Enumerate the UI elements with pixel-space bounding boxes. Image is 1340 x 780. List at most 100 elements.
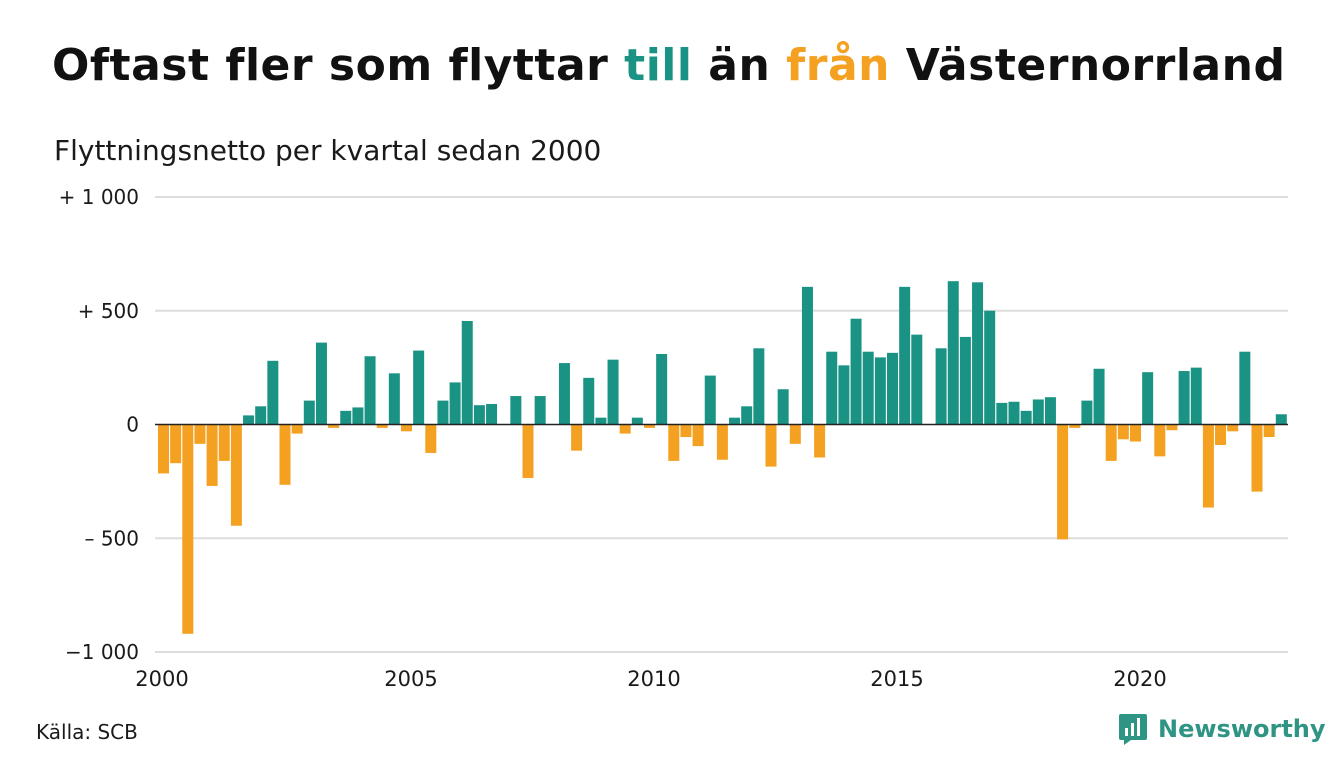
bar-2009K1 xyxy=(595,417,607,425)
bar-2007K2 xyxy=(510,396,522,425)
bar-2015K2 xyxy=(899,286,911,425)
bar-2007K4 xyxy=(534,396,546,425)
brand-name: Newsworthy xyxy=(1158,715,1326,743)
bar-2000K2 xyxy=(170,424,182,464)
chart-subtitle: Flyttningsnetto per kvartal sedan 2000 xyxy=(54,134,602,167)
axes: + 1 000 + 500 0 – 500 −1 000 2000 2005 2010 2015… xyxy=(59,185,1288,691)
bar-2005K4 xyxy=(437,400,449,425)
bar-2019K3 xyxy=(1105,424,1117,461)
bar-2021K4 xyxy=(1215,424,1227,445)
bar-2003K1 xyxy=(303,400,315,425)
bar-2022K1 xyxy=(1227,424,1239,432)
bar-2014K3 xyxy=(862,351,874,425)
x-tick-label: 2000 xyxy=(135,667,188,691)
bar-2015K1 xyxy=(887,352,898,425)
bar-2011K2 xyxy=(704,375,716,425)
bar-2006K2 xyxy=(461,320,473,425)
brand-logo: Newsworthy xyxy=(1118,712,1326,746)
bar-2008K2 xyxy=(558,363,570,425)
title-part-3: Västernorrland xyxy=(889,40,1286,91)
bar-2011K1 xyxy=(692,424,704,447)
bar-2000K3 xyxy=(182,424,194,634)
bar-2010K3 xyxy=(668,424,680,461)
bar-2012K1 xyxy=(741,406,753,425)
bar-2012K3 xyxy=(765,424,777,467)
bar-2017K3 xyxy=(1008,401,1020,425)
bar-2005K2 xyxy=(413,350,425,425)
bar-2018K2 xyxy=(1044,397,1056,425)
bars xyxy=(158,281,1287,634)
bar-2019K4 xyxy=(1117,424,1129,440)
bar-2001K4 xyxy=(243,415,255,425)
bar-2020K1 xyxy=(1130,424,1141,442)
bar-2006K3 xyxy=(473,405,485,425)
title-word-fran: från xyxy=(786,40,890,91)
bar-2002K1 xyxy=(255,406,267,425)
bar-2020K2 xyxy=(1142,372,1154,425)
bar-2011K3 xyxy=(716,424,728,460)
x-tick-label: 2015 xyxy=(870,667,923,691)
bar-2001K2 xyxy=(218,424,230,461)
bar-2014K2 xyxy=(850,318,862,425)
bar-2002K4 xyxy=(291,424,303,434)
bar-2022K4 xyxy=(1263,424,1275,438)
bar-2002K2 xyxy=(267,360,279,425)
bar-2002K3 xyxy=(279,424,291,485)
bar-2001K3 xyxy=(230,424,242,526)
gridlines xyxy=(155,196,1288,653)
bar-2000K1 xyxy=(158,424,169,474)
bar-2010K1 xyxy=(644,424,655,428)
x-tick-label: 2020 xyxy=(1113,667,1166,691)
title-part-2: än xyxy=(692,40,787,91)
bar-2021K1 xyxy=(1178,371,1190,425)
bar-2019K1 xyxy=(1081,400,1093,425)
bar-2003K4 xyxy=(340,410,352,425)
bar-2020K4 xyxy=(1166,424,1178,431)
bar-2015K3 xyxy=(911,334,923,425)
bar-2006K1 xyxy=(449,382,461,425)
bar-2005K1 xyxy=(401,424,412,432)
bar-2009K3 xyxy=(619,424,631,434)
bar-2017K1 xyxy=(984,310,996,425)
bar-2009K2 xyxy=(607,359,619,425)
title-word-till: till xyxy=(624,40,693,91)
bar-2010K2 xyxy=(656,353,668,425)
bar-2009K4 xyxy=(631,417,643,425)
bar-2020K3 xyxy=(1154,424,1166,457)
bar-2016K4 xyxy=(972,282,984,425)
bar-2014K4 xyxy=(874,357,886,425)
bar-2007K3 xyxy=(522,424,534,478)
bar-2013K3 xyxy=(814,424,826,458)
y-tick-label: + 1 000 xyxy=(59,185,139,209)
bar-2016K1 xyxy=(935,348,947,425)
bar-2021K2 xyxy=(1190,367,1202,425)
y-tick-label: – 500 xyxy=(84,526,139,550)
bar-2021K3 xyxy=(1202,424,1214,508)
bar-2004K2 xyxy=(364,356,376,425)
bar-2001K1 xyxy=(206,424,218,486)
bar-2011K4 xyxy=(729,417,741,425)
bar-2000K4 xyxy=(194,424,206,444)
bar-2016K3 xyxy=(959,336,971,425)
x-tick-label: 2005 xyxy=(384,667,437,691)
bar-2004K4 xyxy=(388,373,400,425)
bar-2014K1 xyxy=(838,365,850,425)
bar-2016K2 xyxy=(947,281,959,425)
bar-2013K2 xyxy=(801,286,813,425)
bar-2010K4 xyxy=(680,424,692,438)
bar-2012K4 xyxy=(777,389,789,425)
bar-2018K4 xyxy=(1069,424,1081,428)
bar-2023K1 xyxy=(1275,414,1287,425)
bar-2003K3 xyxy=(328,424,340,428)
bar-2008K3 xyxy=(571,424,583,451)
bar-2013K1 xyxy=(789,424,801,444)
bar-2004K3 xyxy=(376,424,388,428)
bar-2017K2 xyxy=(996,402,1008,425)
x-tick-label: 2010 xyxy=(627,667,680,691)
y-tick-label: + 500 xyxy=(78,299,139,323)
bar-2012K2 xyxy=(753,348,765,425)
bar-2022K2 xyxy=(1239,351,1251,425)
bar-2018K3 xyxy=(1057,424,1069,540)
bar-2018K1 xyxy=(1032,399,1044,425)
